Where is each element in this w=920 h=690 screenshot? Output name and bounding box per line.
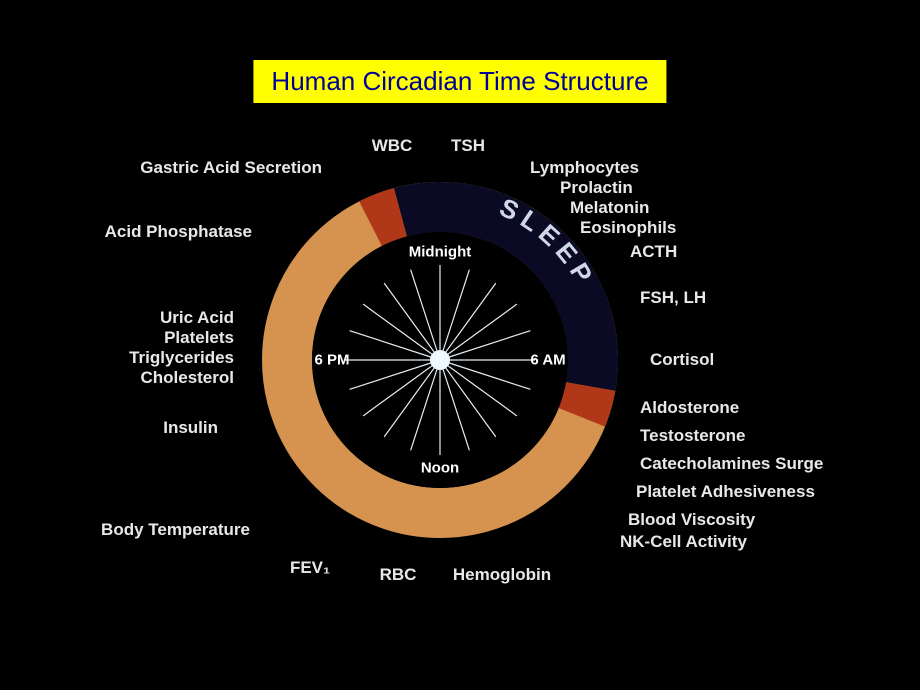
item-label: Melatonin [570, 198, 649, 218]
item-label: Platelet Adhesiveness [636, 482, 815, 502]
item-label: Acid Phosphatase [105, 222, 252, 242]
item-label: Body Temperature [101, 520, 250, 540]
item-label: FSH, LH [640, 288, 706, 308]
item-label: Platelets [164, 328, 234, 348]
clock-label-pm6: 6 PM [314, 352, 349, 369]
item-label: Lymphocytes [530, 158, 639, 178]
circadian-diagram: { "title": { "text": "Human Circadian Ti… [0, 0, 920, 690]
item-label: ACTH [630, 242, 677, 262]
item-label: Uric Acid [160, 308, 234, 328]
clock-label-am6: 6 AM [530, 352, 565, 369]
item-label: Blood Viscosity [628, 510, 755, 530]
item-label: FEV₁ [290, 558, 330, 578]
item-label: RBC [380, 565, 417, 585]
item-label: Testosterone [640, 426, 746, 446]
clock-label-noon: Noon [421, 460, 459, 477]
item-label: Prolactin [560, 178, 633, 198]
item-label: Aldosterone [640, 398, 739, 418]
item-label: Cortisol [650, 350, 714, 370]
item-label: Gastric Acid Secretion [140, 158, 322, 178]
item-label: Cholesterol [140, 368, 234, 388]
item-label: WBC [372, 136, 413, 156]
item-label: Triglycerides [129, 348, 234, 368]
item-label: NK-Cell Activity [620, 532, 747, 552]
item-label: Insulin [163, 418, 218, 438]
clock-label-midnight: Midnight [409, 244, 471, 261]
circadian-ring: SLEEP [0, 0, 920, 690]
item-label: Hemoglobin [453, 565, 551, 585]
item-label: Catecholamines Surge [640, 454, 823, 474]
item-label: TSH [451, 136, 485, 156]
item-label: Eosinophils [580, 218, 676, 238]
